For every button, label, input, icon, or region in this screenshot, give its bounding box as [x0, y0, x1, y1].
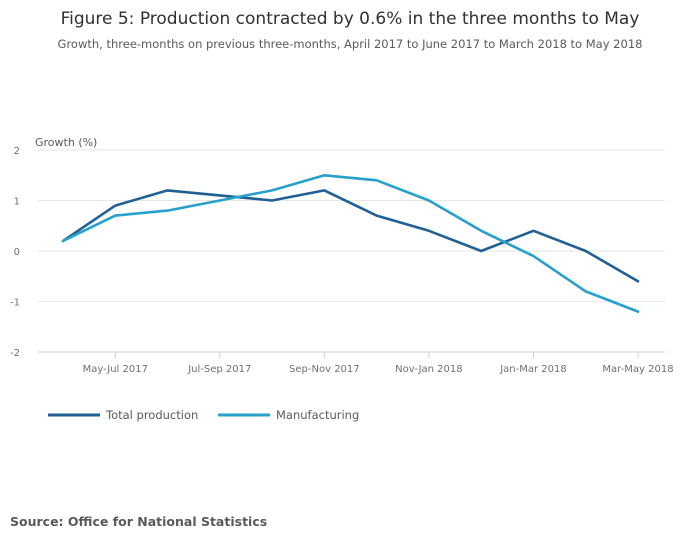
y-axis-ticks: 2 1 0 -1 -2 [10, 146, 20, 359]
y-axis-label: Growth (%) [35, 136, 97, 149]
y-tick-label: 0 [14, 247, 20, 258]
legend-label: Manufacturing [276, 408, 359, 422]
legend-label: Total production [105, 408, 198, 422]
series-line-total-production [61, 189, 640, 283]
y-tick-label: -2 [10, 348, 20, 359]
x-axis-ticks: May-Jul 2017 Jul-Sep 2017 Sep-Nov 2017 Nov-… [83, 352, 674, 375]
x-tick-label: Jul-Sep 2017 [187, 364, 251, 375]
x-tick-label: May-Jul 2017 [83, 364, 148, 375]
source-note: Source: Office for National Statistics [10, 514, 267, 529]
series-line-manufacturing [61, 174, 640, 313]
x-tick-label: Jan-Mar 2018 [499, 364, 567, 375]
x-tick-label: Mar-May 2018 [602, 364, 673, 375]
legend: Total production Manufacturing [48, 408, 359, 422]
series-lines [61, 174, 640, 313]
gridlines [38, 149, 665, 302]
chart-subtitle: Growth, three-months on previous three-m… [58, 37, 643, 51]
y-tick-label: -1 [10, 298, 20, 309]
x-tick-label: Nov-Jan 2018 [395, 364, 462, 375]
y-tick-label: 1 [14, 197, 20, 208]
chart-title: Figure 5: Production contracted by 0.6% … [61, 9, 640, 29]
x-tick-label: Sep-Nov 2017 [289, 364, 360, 375]
y-tick-label: 2 [14, 146, 20, 157]
